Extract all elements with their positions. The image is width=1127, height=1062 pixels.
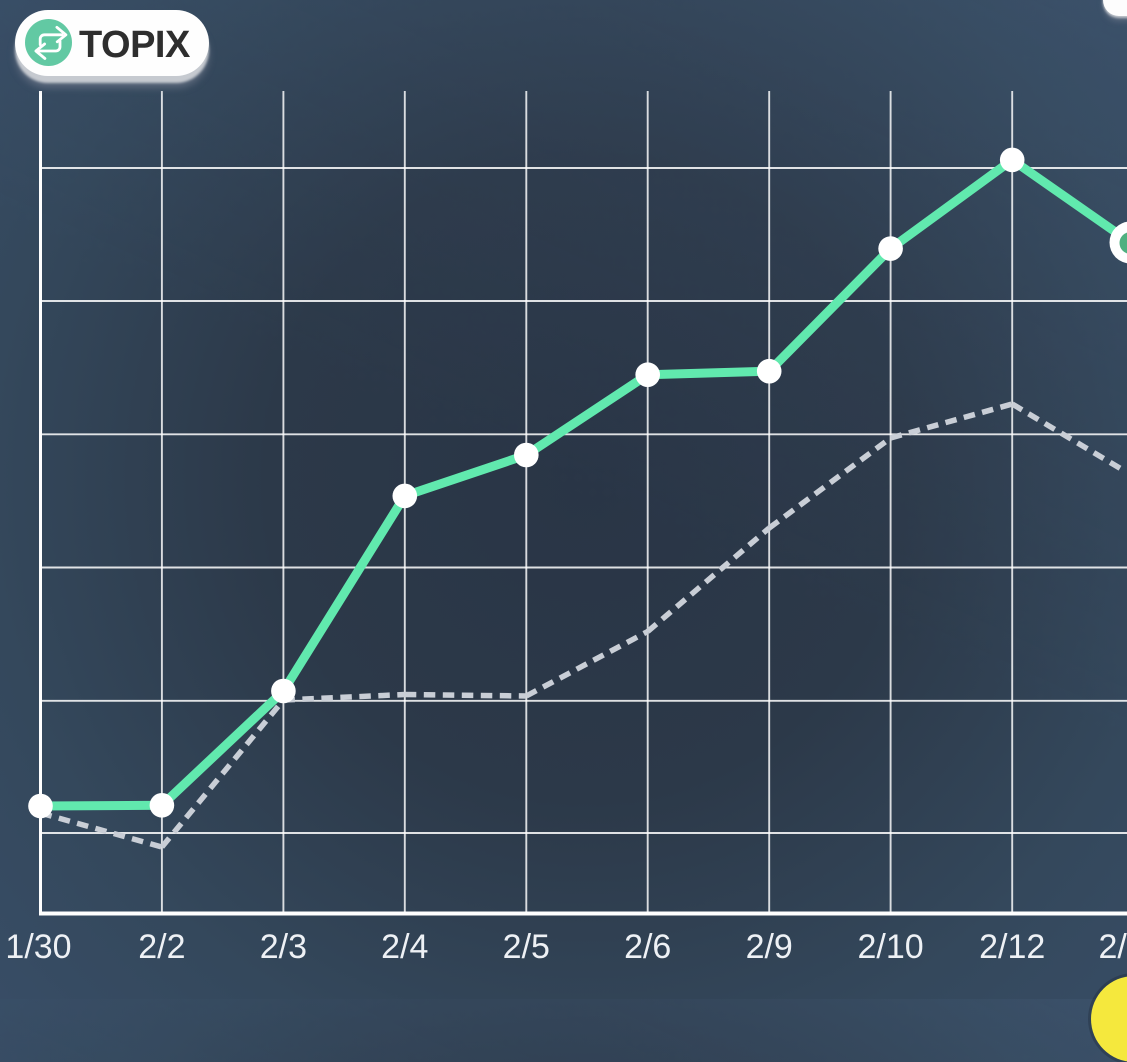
svg-text:1/30: 1/30 xyxy=(5,928,71,966)
svg-text:2/13: 2/13 xyxy=(1099,928,1127,966)
svg-text:2/6: 2/6 xyxy=(624,928,671,966)
svg-text:2/10: 2/10 xyxy=(858,928,924,966)
svg-text:2/4: 2/4 xyxy=(381,928,428,966)
svg-text:2/2: 2/2 xyxy=(138,928,185,966)
svg-text:2/5: 2/5 xyxy=(503,928,550,966)
svg-text:2/12: 2/12 xyxy=(979,928,1045,966)
svg-text:2/9: 2/9 xyxy=(746,928,793,966)
svg-text:2/3: 2/3 xyxy=(260,928,307,966)
